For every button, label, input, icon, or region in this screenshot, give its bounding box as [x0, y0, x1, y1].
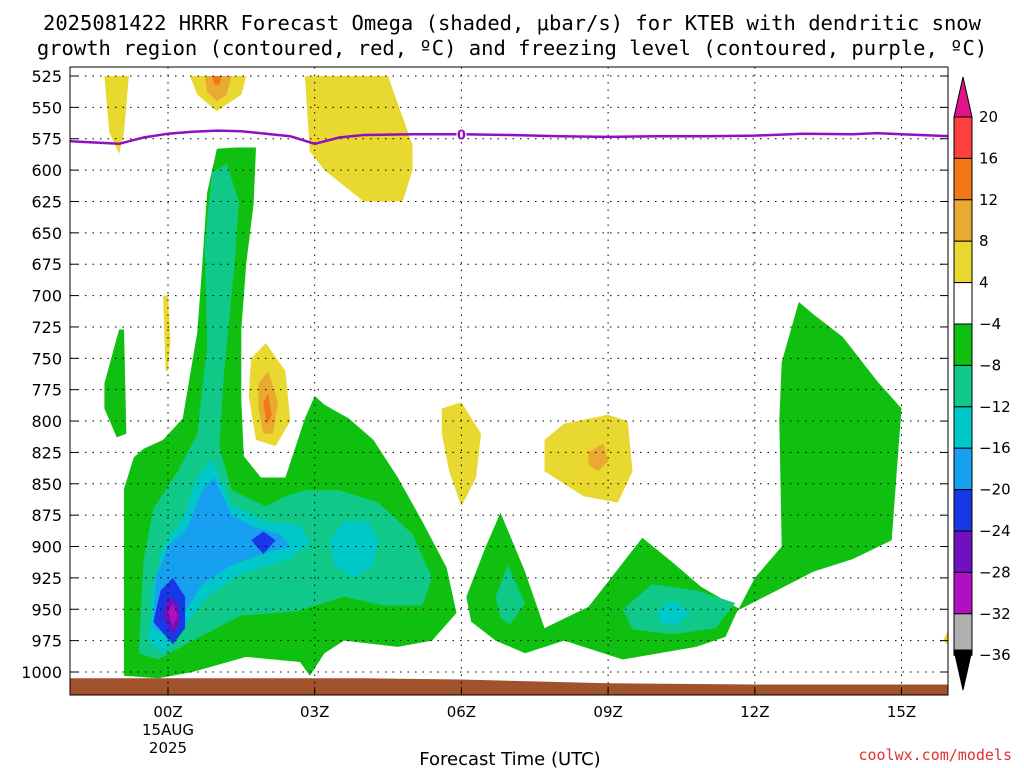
colorbar-label-13: −36 [979, 646, 1011, 664]
y-tick-label-550: 550 [31, 98, 62, 117]
colorbar-label-10: −24 [979, 522, 1011, 540]
y-tick-label-600: 600 [31, 161, 62, 180]
y-tick-label-825: 825 [31, 443, 62, 462]
y-tick-label-625: 625 [31, 192, 62, 211]
omega-region-11 [251, 531, 276, 555]
omega-region-21 [943, 630, 948, 645]
freezing-level-line [70, 129, 948, 146]
colorbar-bin-1 [953, 116, 973, 159]
colorbar-label-9: −20 [979, 481, 1011, 499]
freezing-level-label: 0 [457, 128, 466, 143]
colorbar-label-0: 20 [979, 108, 998, 126]
omega-region-8 [657, 600, 692, 626]
x-tick-label-00Z: 00Z [153, 703, 182, 721]
y-tick-label-1000: 1000 [21, 663, 62, 682]
credit-text: coolwx.com/models [858, 746, 1012, 764]
colorbar-bin-7 [953, 364, 973, 408]
y-tick-label-700: 700 [31, 287, 62, 306]
y-tick-label-850: 850 [31, 475, 62, 494]
chart-title-line2: growth region (contoured, red, ºC) and f… [37, 36, 987, 60]
y-tick-label-875: 875 [31, 506, 62, 525]
colorbar-label-11: −28 [979, 563, 1011, 581]
x-tick-label-03Z: 03Z [300, 703, 329, 721]
colorbar-label-7: −12 [979, 398, 1011, 416]
colorbar-label-1: 16 [979, 149, 998, 167]
y-tick-label-525: 525 [31, 67, 62, 86]
omega-region-22 [204, 76, 232, 102]
y-tick-label-775: 775 [31, 381, 62, 400]
x-tick-year: 2025 [149, 739, 187, 757]
omega-region-25 [212, 76, 222, 85]
x-tick-date: 15AUG [142, 721, 194, 739]
colorbar-bottom-triangle [953, 649, 973, 691]
chart-title-line1: 2025081422 HRRR Forecast Omega (shaded, … [43, 11, 982, 35]
omega-region-2 [104, 329, 127, 438]
omega-region-13 [168, 603, 178, 626]
colorbar-label-4: 4 [979, 274, 989, 292]
colorbar-bin-10 [953, 489, 973, 532]
y-tick-label-750: 750 [31, 349, 62, 368]
y-tick-label-575: 575 [31, 130, 62, 149]
x-tick-label-09Z: 09Z [593, 703, 622, 721]
colorbar-bin-13 [953, 613, 973, 656]
colorbar-bin-11 [953, 530, 973, 573]
x-tick-label-12Z: 12Z [740, 703, 769, 721]
y-tick-label-725: 725 [31, 318, 62, 337]
freezing-level-label-bg [456, 127, 467, 142]
omega-region-1 [466, 301, 902, 660]
colorbar-label-2: 12 [979, 191, 998, 209]
colorbar-label-5: −4 [979, 315, 1001, 333]
omega-region-17 [163, 295, 171, 371]
y-tick-label-800: 800 [31, 412, 62, 431]
omega-region-9 [153, 477, 291, 637]
omega-region-19 [441, 402, 481, 507]
colorbar-bin-6 [953, 323, 973, 366]
y-tick-label-900: 900 [31, 538, 62, 557]
colorbar-bin-12 [953, 571, 973, 615]
plot-frame [69, 66, 949, 696]
colorbar-bin-3 [953, 199, 973, 242]
y-tick-label-975: 975 [31, 632, 62, 651]
omega-region-26 [263, 393, 272, 425]
y-tick-label-675: 675 [31, 255, 62, 274]
omega-region-14 [104, 76, 129, 154]
colorbar-bin-4 [953, 240, 973, 284]
colorbar-bin-2 [953, 157, 973, 201]
colorbar-bin-8 [953, 406, 973, 449]
omega-region-7 [329, 521, 379, 578]
x-tick-label-06Z: 06Z [447, 703, 476, 721]
omega-region-4 [495, 565, 525, 625]
y-tick-label-925: 925 [31, 569, 62, 588]
y-tick-label-650: 650 [31, 224, 62, 243]
x-tick-label-15Z: 15Z [887, 703, 916, 721]
ground-surface [70, 678, 948, 695]
colorbar-bin-9 [953, 447, 973, 491]
colorbar-label-8: −16 [979, 439, 1011, 457]
colorbar-label-12: −32 [979, 605, 1011, 623]
omega-region-24 [588, 443, 609, 472]
colorbar-bin-5 [953, 282, 973, 325]
colorbar-label-6: −8 [979, 356, 1001, 374]
x-axis-label: Forecast Time (UTC) [419, 749, 600, 768]
colorbar-label-3: 8 [979, 232, 989, 250]
colorbar-top-triangle [953, 76, 973, 118]
y-tick-label-950: 950 [31, 600, 62, 619]
